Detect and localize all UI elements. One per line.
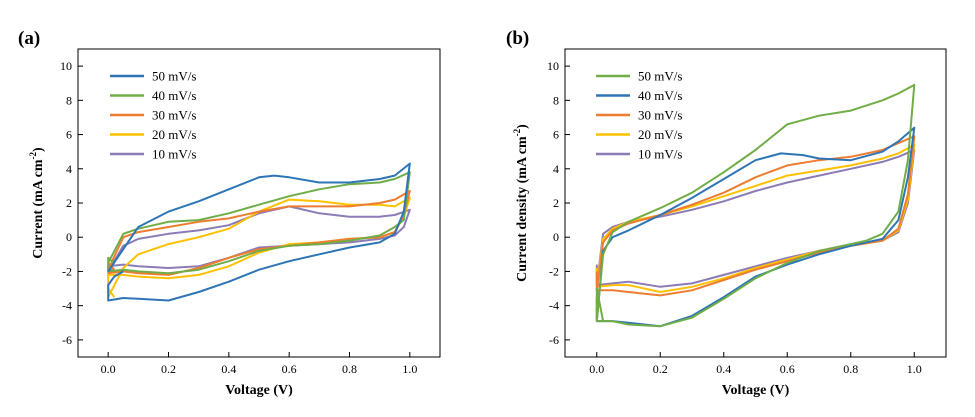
y-tick-label: -6	[62, 333, 72, 347]
x-tick-label: 0.0	[101, 362, 116, 376]
series-line	[107, 190, 411, 276]
legend: 50 mV/s 40 mV/s 30 mV/s 20 mV/s 10 mV/s	[110, 69, 196, 162]
y-axis-title: Current density (mA cm-2)	[512, 124, 530, 282]
y-tick-label: 6	[553, 128, 559, 142]
y-axis-title-superscript: -2	[28, 151, 38, 159]
y-tick-label: 4	[66, 162, 72, 176]
y-tick-label: 8	[553, 93, 559, 107]
series-line	[595, 135, 916, 297]
y-tick-label: 6	[66, 128, 72, 142]
y-axis-title-main: Current density (mA cm	[515, 136, 530, 282]
legend-label: 10 mV/s	[152, 147, 196, 162]
y-tick-label: -4	[549, 299, 559, 313]
x-tick-label: 0.8	[843, 362, 858, 376]
y-tick-label: 0	[553, 230, 559, 244]
series-line	[107, 205, 411, 273]
y-axis-title-end: )	[31, 147, 46, 152]
series-line	[595, 126, 916, 328]
x-tick-label: 1.0	[907, 362, 922, 376]
y-tick-label: -2	[62, 264, 72, 278]
legend-label: 40 mV/s	[152, 88, 196, 103]
series-line	[107, 162, 411, 302]
y-axis-title-end: )	[515, 124, 530, 129]
chart-panel-1: (a) 0.0 0.2 0.4 0.6 0.8 1.0 -6 -4 -2 0 2 4 6 8 10 Voltag…	[18, 28, 441, 398]
y-tick-label: 8	[66, 93, 72, 107]
legend-label: 10 mV/s	[638, 147, 682, 162]
legend-label: 30 mV/s	[152, 108, 196, 123]
y-tick-label: 2	[66, 196, 72, 210]
panel-label: (b)	[506, 28, 529, 49]
legend-label: 20 mV/s	[152, 127, 196, 142]
legend-label: 40 mV/s	[638, 88, 682, 103]
x-axis-title: Voltage (V)	[722, 383, 790, 398]
y-tick-label: 10	[547, 59, 559, 73]
x-tick-label: 0.0	[589, 362, 604, 376]
x-tick-label: 1.0	[402, 362, 417, 376]
y-axis-title-main: Current (mA cm	[31, 159, 46, 259]
series-group	[595, 83, 916, 328]
series-group	[107, 162, 411, 302]
y-tick-label: 0	[66, 230, 72, 244]
chart-panel-2: (b) 0.0 0.2 0.4 0.6 0.8 1.0 -6 -4 -2 0 2 4 6 8 10 Voltag…	[506, 28, 947, 398]
legend-label: 50 mV/s	[638, 69, 682, 84]
x-axis-title: Voltage (V)	[225, 383, 293, 398]
y-axis-title-superscript: -2	[512, 128, 522, 136]
y-tick-label: 10	[60, 59, 72, 73]
series-line	[595, 83, 916, 328]
y-tick-label: -2	[549, 264, 559, 278]
x-tick-label: 0.6	[282, 362, 297, 376]
y-tick-label: -6	[549, 333, 559, 347]
y-tick-label: -4	[62, 299, 72, 313]
y-tick-label: 4	[553, 162, 559, 176]
panel-label: (a)	[18, 28, 40, 49]
x-tick-label: 0.6	[780, 362, 795, 376]
y-axis-title: Current (mA cm-2)	[28, 147, 46, 259]
x-tick-label: 0.2	[653, 362, 668, 376]
x-tick-label: 0.2	[161, 362, 176, 376]
x-tick-label: 0.8	[342, 362, 357, 376]
legend: 50 mV/s 40 mV/s 30 mV/s 20 mV/s 10 mV/s	[596, 69, 682, 162]
series-line	[107, 171, 411, 275]
legend-label: 20 mV/s	[638, 127, 682, 142]
legend-label: 30 mV/s	[638, 108, 682, 123]
x-tick-label: 0.4	[716, 362, 731, 376]
x-tick-label: 0.4	[221, 362, 236, 376]
legend-label: 50 mV/s	[152, 69, 196, 84]
y-tick-label: 2	[553, 196, 559, 210]
